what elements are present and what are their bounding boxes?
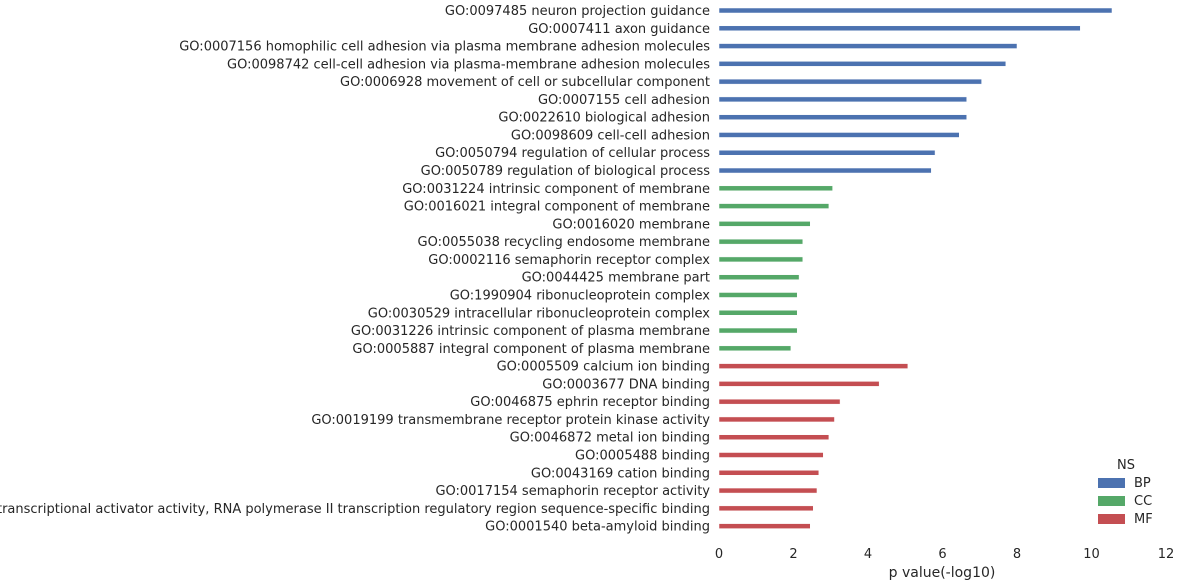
bar-bp [718, 96, 967, 103]
bar-mf [718, 470, 820, 476]
legend-label-mf: MF [1134, 512, 1153, 527]
category-label: GO:0003677 DNA binding [542, 377, 710, 392]
category-label: GO:0097485 neuron projection guidance [445, 4, 710, 19]
category-label: GO:0006928 movement of cell or subcellul… [340, 75, 710, 90]
bar-bp [718, 78, 982, 85]
bar-bp [718, 132, 960, 138]
legend-swatch-bp [1098, 478, 1125, 488]
bar-cc [718, 274, 800, 280]
bar-cc [718, 203, 830, 209]
category-label: GO:0043169 cation binding [531, 466, 710, 481]
bar-mf [718, 434, 830, 440]
bar-bp [718, 25, 1081, 32]
category-label: GO:0007156 homophilic cell adhesion via … [179, 40, 710, 55]
category-label: GO:0098742 cell-cell adhesion via plasma… [227, 57, 710, 72]
bar-cc [718, 238, 804, 245]
bar-cc [718, 256, 804, 263]
bar-mf [718, 381, 880, 387]
category-label: GO:0046875 ephrin receptor binding [470, 395, 710, 410]
legend-title: NS [1117, 458, 1135, 473]
x-tick-label: 10 [1083, 547, 1100, 562]
category-label: GO:0022610 biological adhesion [498, 111, 710, 126]
x-tick-label: 2 [789, 547, 797, 562]
bar-cc [718, 327, 798, 334]
legend-swatch-mf [1098, 514, 1125, 524]
category-label: GO:0005509 calcium ion binding [497, 360, 710, 375]
bar-mf [718, 523, 811, 529]
category-label: GO:0050794 regulation of cellular proces… [435, 146, 710, 161]
legend: NS BP CC MF [1098, 458, 1153, 527]
x-tick-label: 6 [938, 547, 946, 562]
category-label: GO:0007411 axon guidance [528, 22, 710, 37]
bar-bp [718, 114, 967, 120]
x-axis-title: p value(-log10) [889, 565, 996, 581]
category-label: GO:0030529 intracellular ribonucleoprote… [368, 306, 711, 321]
category-label: GO:0031226 intrinsic component of plasma… [351, 324, 710, 339]
bar-mf [718, 452, 824, 458]
bar-cc [718, 345, 792, 352]
bar-bp [718, 43, 1018, 49]
legend-label-bp: BP [1134, 476, 1151, 491]
bar-cc [718, 310, 798, 316]
category-label: GO:0017154 semaphorin receptor activity [435, 484, 710, 499]
bar-bp [718, 7, 1113, 14]
category-labels: GO:0097485 neuron projection guidance GO:… [0, 4, 710, 535]
x-tick-label: 0 [715, 547, 723, 562]
bars-layer [718, 7, 1113, 529]
category-label: GO:0007155 cell adhesion [538, 93, 710, 108]
category-label: GO:0098609 cell-cell adhesion [511, 128, 710, 143]
category-label: GO:0019199 transmembrane receptor protei… [311, 413, 710, 428]
x-tick-label: 8 [1013, 547, 1021, 562]
category-label: GO:0002116 semaphorin receptor complex [428, 253, 710, 268]
category-label: GO:0001228 transcriptional activator act… [0, 502, 710, 517]
category-label: GO:0001540 beta-amyloid binding [485, 520, 710, 535]
category-label: GO:0046872 metal ion binding [510, 431, 710, 446]
category-label: GO:0005887 integral component of plasma … [352, 342, 710, 357]
category-label: GO:0031224 intrinsic component of membra… [402, 182, 710, 197]
bar-mf [718, 487, 818, 494]
bar-bp [718, 167, 932, 174]
bar-mf [718, 398, 841, 405]
category-label: GO:0044425 membrane part [522, 271, 710, 286]
category-label: GO:0016020 membrane [552, 217, 710, 232]
x-tick-label: 4 [864, 547, 872, 562]
x-axis: 0 2 4 6 8 10 12 [715, 547, 1174, 562]
category-label: GO:1990904 ribonucleoprotein complex [450, 288, 711, 303]
bar-bp [718, 61, 1007, 67]
bar-bp [718, 149, 936, 156]
bar-mf [718, 363, 909, 369]
category-label: GO:0055038 recycling endosome membrane [418, 235, 710, 250]
category-label: GO:0016021 integral component of membran… [404, 200, 710, 215]
bar-cc [718, 292, 798, 298]
bar-cc [718, 221, 811, 227]
category-label: GO:0050789 regulation of biological proc… [421, 164, 711, 179]
legend-swatch-cc [1098, 496, 1125, 506]
legend-label-cc: CC [1134, 494, 1152, 509]
x-tick-label: 12 [1158, 547, 1175, 562]
category-label: GO:0005488 binding [575, 449, 710, 464]
bar-mf [718, 416, 835, 423]
bar-mf [718, 505, 814, 512]
bar-cc [718, 185, 833, 192]
